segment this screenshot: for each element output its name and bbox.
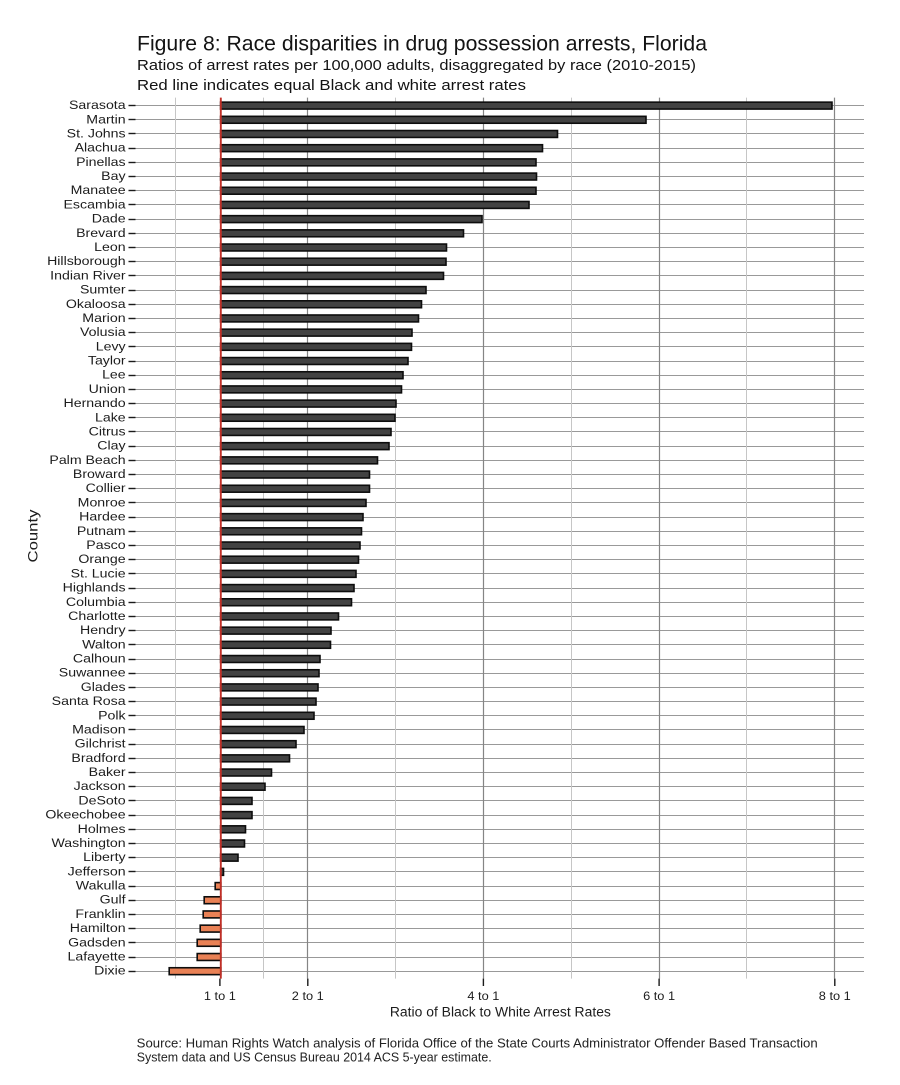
svg-text:St. Lucie: St. Lucie (71, 566, 126, 580)
svg-text:Pinellas: Pinellas (76, 155, 126, 169)
svg-text:Indian River: Indian River (50, 268, 125, 282)
svg-text:2 to 1: 2 to 1 (292, 989, 324, 1003)
svg-text:System data and US Census Bure: System data and US Census Bureau 2014 AC… (137, 1049, 492, 1064)
svg-text:8 to 1: 8 to 1 (819, 989, 851, 1003)
svg-text:Ratios of arrest rates per 100: Ratios of arrest rates per 100,000 adult… (137, 57, 696, 74)
svg-text:Monroe: Monroe (78, 495, 126, 509)
svg-text:Highlands: Highlands (63, 581, 126, 595)
svg-text:Polk: Polk (98, 708, 127, 722)
svg-text:Brevard: Brevard (76, 226, 126, 240)
svg-text:Ratio of Black to White Arrest: Ratio of Black to White Arrest Rates (390, 1005, 611, 1020)
svg-text:Bradford: Bradford (71, 751, 125, 765)
svg-text:Sumter: Sumter (80, 283, 126, 297)
svg-text:Orange: Orange (78, 552, 125, 566)
svg-text:4 to 1: 4 to 1 (467, 989, 499, 1003)
svg-text:Marion: Marion (82, 311, 125, 325)
svg-text:Collier: Collier (86, 481, 126, 495)
svg-text:Liberty: Liberty (83, 850, 127, 864)
svg-text:Escambia: Escambia (64, 197, 126, 211)
svg-text:Jackson: Jackson (74, 779, 126, 793)
svg-text:Charlotte: Charlotte (68, 609, 126, 623)
svg-text:Alachua: Alachua (75, 141, 126, 155)
svg-text:Hernando: Hernando (64, 396, 126, 410)
svg-text:Figure 8: Race disparities in: Figure 8: Race disparities in drug posse… (137, 32, 707, 56)
svg-text:Hamilton: Hamilton (70, 921, 126, 935)
svg-text:Lee: Lee (102, 368, 126, 382)
svg-text:Broward: Broward (73, 467, 126, 481)
svg-text:Lake: Lake (95, 410, 126, 424)
svg-text:Citrus: Citrus (89, 425, 126, 439)
svg-text:DeSoto: DeSoto (78, 793, 125, 807)
svg-text:Pasco: Pasco (86, 538, 126, 552)
svg-text:Source: Human Rights Watch ana: Source: Human Rights Watch analysis of F… (137, 1036, 818, 1051)
svg-text:Calhoun: Calhoun (73, 652, 126, 666)
svg-text:Wakulla: Wakulla (76, 879, 126, 893)
svg-text:Taylor: Taylor (88, 354, 126, 368)
svg-text:Gilchrist: Gilchrist (75, 737, 127, 751)
svg-text:Suwannee: Suwannee (59, 666, 126, 680)
svg-text:Holmes: Holmes (78, 822, 126, 836)
svg-text:Okeechobee: Okeechobee (45, 808, 125, 822)
svg-text:Baker: Baker (89, 765, 126, 779)
svg-text:Washington: Washington (52, 836, 126, 850)
svg-text:County: County (25, 510, 41, 563)
svg-text:Bay: Bay (101, 169, 126, 183)
svg-text:Clay: Clay (97, 439, 126, 453)
svg-text:Manatee: Manatee (71, 183, 126, 197)
svg-text:Dixie: Dixie (94, 964, 126, 978)
svg-text:Volusia: Volusia (80, 325, 126, 339)
svg-text:Hendry: Hendry (80, 623, 127, 637)
svg-text:Jefferson: Jefferson (68, 864, 126, 878)
svg-text:Glades: Glades (81, 680, 126, 694)
svg-text:Putnam: Putnam (77, 524, 126, 538)
svg-text:St. Johns: St. Johns (67, 127, 126, 141)
svg-text:Dade: Dade (92, 212, 126, 226)
svg-text:Okaloosa: Okaloosa (66, 297, 126, 311)
svg-text:Union: Union (89, 382, 126, 396)
svg-text:Santa Rosa: Santa Rosa (52, 694, 126, 708)
svg-text:Palm Beach: Palm Beach (49, 453, 125, 467)
svg-text:Walton: Walton (82, 637, 126, 651)
svg-text:Madison: Madison (72, 723, 126, 737)
svg-text:Columbia: Columbia (66, 595, 126, 609)
svg-text:Gulf: Gulf (100, 893, 127, 907)
svg-text:Leon: Leon (94, 240, 125, 254)
svg-text:Sarasota: Sarasota (69, 98, 126, 112)
svg-text:Gadsden: Gadsden (68, 935, 125, 949)
svg-text:Franklin: Franklin (75, 907, 125, 921)
svg-text:Martin: Martin (86, 112, 125, 126)
svg-text:Levy: Levy (96, 339, 127, 353)
svg-text:Lafayette: Lafayette (68, 950, 126, 964)
svg-text:1 to 1: 1 to 1 (204, 989, 236, 1003)
svg-text:6 to 1: 6 to 1 (643, 989, 675, 1003)
svg-text:Red line indicates equal Black: Red line indicates equal Black and white… (137, 77, 526, 94)
svg-text:Hardee: Hardee (79, 510, 126, 524)
svg-text:Hillsborough: Hillsborough (47, 254, 126, 268)
